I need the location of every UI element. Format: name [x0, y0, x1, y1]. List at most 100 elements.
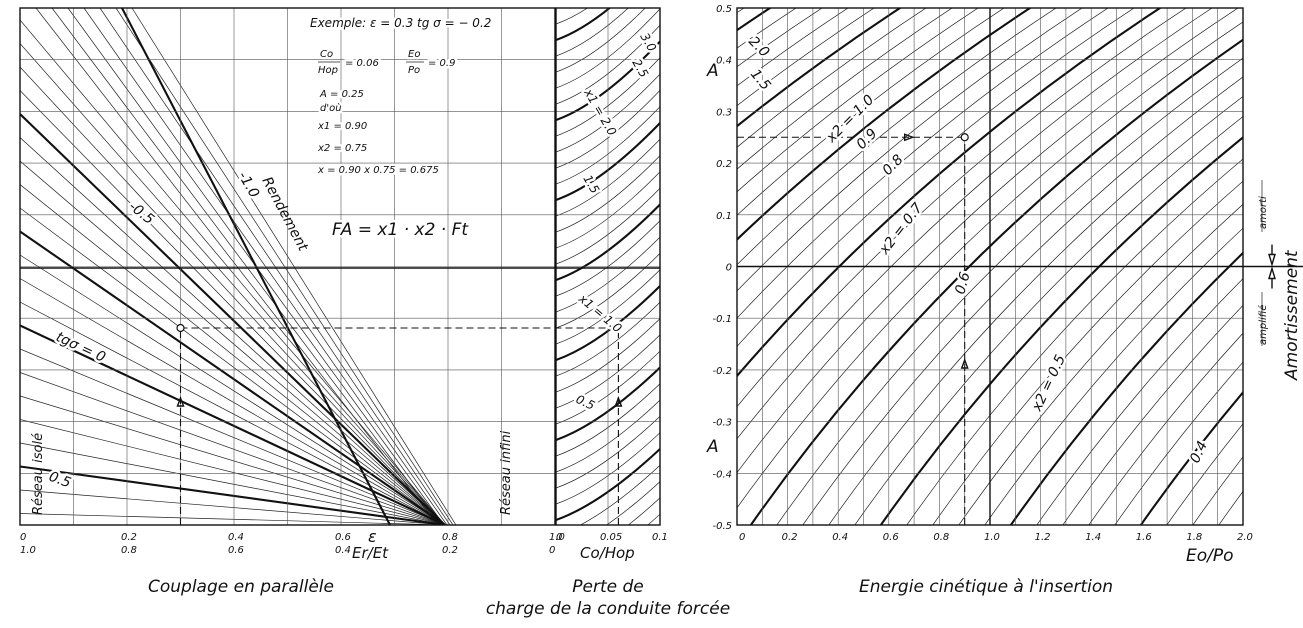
- x2-curve-fine: [984, 227, 1243, 525]
- arrow-epsilon: [176, 396, 185, 407]
- x2-curve: [737, 8, 1032, 241]
- fan-line: [20, 254, 446, 525]
- label-reseau-infini: Réseau infini: [499, 430, 514, 515]
- x1-curve-fine: [556, 8, 589, 25]
- example-po: Po: [408, 65, 420, 76]
- x-tick-p3: 1.8: [1186, 532, 1202, 543]
- tg-sigma-line: [20, 230, 446, 525]
- x2-curve: [737, 8, 1162, 378]
- example-line-5: x1 = 0.90: [317, 121, 367, 132]
- x-tick-p3: 0.8: [933, 532, 949, 543]
- y-tick-p3: 0.5: [716, 4, 732, 15]
- example-eo-val: = 0.9: [428, 58, 455, 69]
- x-tick-top: 0.4: [228, 532, 244, 543]
- x1-curve-fine: [556, 8, 557, 9]
- x2-curve-fine: [737, 8, 1135, 347]
- x2-curve-fine: [776, 57, 1243, 525]
- x1-curve-fine: [556, 57, 660, 137]
- y-label-A-top: A: [706, 61, 719, 81]
- x-tick-bottom: 0.4: [335, 545, 351, 556]
- x-tick-bottom: 1.0: [20, 545, 36, 556]
- x1-curve-fine: [556, 139, 660, 217]
- x1-curve-fine: [556, 24, 660, 105]
- y-tick-p3: 0.2: [716, 159, 732, 170]
- example-co-val: = 0.06: [345, 58, 379, 69]
- x2-curve-fine: [737, 8, 979, 193]
- fan-line: [20, 442, 446, 525]
- caption-energie: Energie cinétique à l'insertion: [859, 577, 1113, 597]
- x-tick-bottom: 0.8: [121, 545, 137, 556]
- x1-curve-fine: [556, 399, 660, 473]
- x-label-epsilon: ε: [368, 527, 377, 546]
- panel3-fine-lines: [165, 0, 1243, 545]
- x1-curve-fine: [556, 236, 660, 313]
- x2-curve-fine: [958, 203, 1243, 525]
- label-x2-curve: 0.6: [952, 270, 973, 296]
- x1-curve-fine: [556, 220, 660, 297]
- x1-curve-fine: [556, 8, 660, 89]
- label-x1-25: 2.5: [629, 57, 651, 81]
- x1-curve: [556, 40, 660, 121]
- x2-curve: [879, 136, 1243, 525]
- panel-frames: [19, 7, 1303, 526]
- label-x2-curve: 0.8: [880, 152, 907, 179]
- y-tick-p3: 0.3: [716, 107, 732, 118]
- x-tick-p3: 2.0: [1237, 532, 1253, 543]
- example-co: Co: [320, 49, 333, 60]
- x-tick-p2: 0.1: [652, 532, 668, 543]
- fan-line: [20, 489, 446, 525]
- x1-curve-fine: [556, 416, 660, 489]
- x2-curve-fine: [1114, 361, 1243, 525]
- label-x1-20: x1 = 2.0: [581, 86, 620, 139]
- x2-curve: [749, 38, 1243, 525]
- x-tick-p3: 1.4: [1085, 532, 1101, 543]
- x1-curve: [556, 448, 660, 521]
- x1-curve-fine: [579, 465, 660, 525]
- arrow-co: [614, 396, 623, 407]
- x1-curve-fine: [556, 350, 660, 425]
- x1-curve: [556, 122, 660, 201]
- label-x2-curve: 2.0: [745, 34, 772, 61]
- example-hop: Hop: [318, 65, 338, 76]
- curve-family-bold: [20, 8, 1243, 525]
- x2-curve-fine: [165, 0, 765, 545]
- x1-curve-fine: [556, 383, 660, 457]
- x1-curve: [556, 203, 660, 281]
- x-label-co-hop: Co/Hop: [580, 544, 635, 562]
- x1-curve-fine: [627, 497, 660, 525]
- x1-curve: [556, 366, 660, 441]
- chart-text: 01.00.20.80.40.60.60.40.80.21.00εEr/EtCo…: [20, 4, 1302, 619]
- x1-curve-fine: [556, 334, 660, 409]
- label-x2-curve: 0.9: [854, 126, 881, 153]
- x2-curve-fine: [1166, 423, 1243, 525]
- x2-curve-fine: [802, 76, 1243, 525]
- label-amorti: amorti: [1258, 196, 1269, 229]
- caption-perte-1: Perte de: [572, 577, 643, 597]
- x1-curve-fine: [556, 253, 660, 329]
- y-tick-p3: -0.3: [712, 418, 732, 429]
- x-tick-bottom: 0.6: [228, 545, 244, 556]
- x2-curve-fine: [737, 8, 797, 49]
- x2-curve-fine: [737, 8, 745, 14]
- example-point-p3: [960, 133, 969, 142]
- x-tick-p3: 0: [739, 532, 745, 543]
- x2-curve-fine: [737, 8, 953, 170]
- example-point-p1: [176, 323, 185, 333]
- x2-curve-fine: [737, 8, 849, 87]
- x2-curve-fine: [737, 8, 927, 148]
- label-x2-curve: 0.4: [1187, 439, 1211, 466]
- x2-curve-fine: [737, 8, 875, 107]
- x2-curve-fine: [932, 180, 1243, 525]
- tg-sigma-line: [20, 465, 446, 525]
- x2-curve-fine: [1088, 332, 1243, 525]
- example-construction: [176, 133, 1276, 525]
- label-x1-30: 3.0: [637, 31, 659, 55]
- y-tick-p3: -0.5: [712, 521, 732, 532]
- x2-curve-fine: [737, 8, 823, 68]
- x-tick-p3: 1.2: [1035, 532, 1051, 543]
- fan-line: [20, 419, 446, 525]
- fan-line: [20, 66, 446, 525]
- arrow-amorti: [1268, 253, 1276, 267]
- y-label-A-bottom: A: [706, 437, 719, 457]
- label-reseau-isole: Réseau isolé: [31, 433, 46, 515]
